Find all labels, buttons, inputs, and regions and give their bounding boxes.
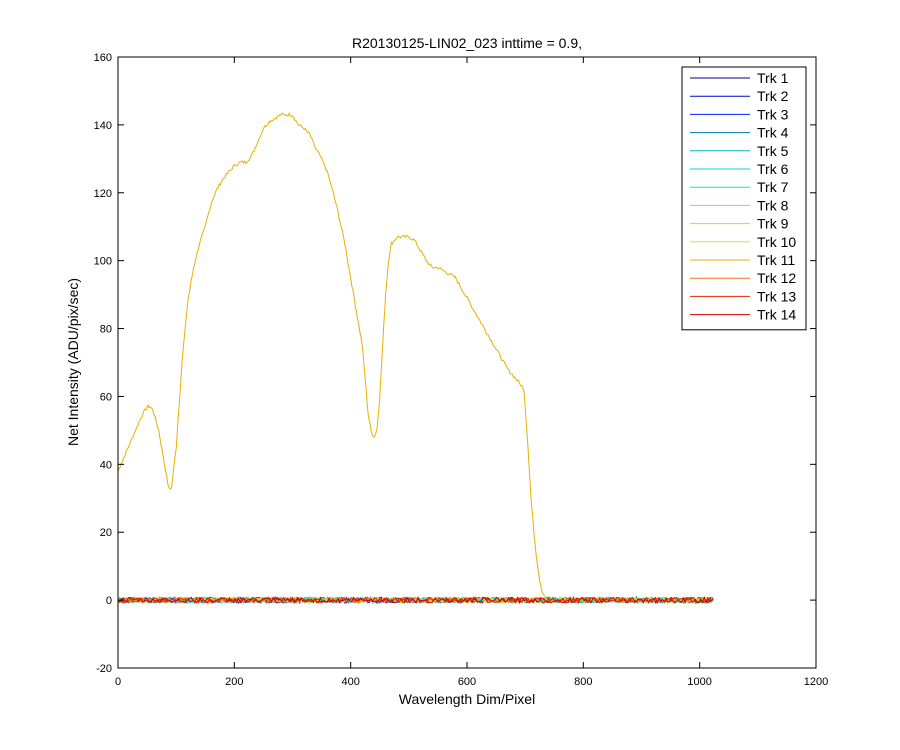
y-tick-label: 100: [94, 256, 112, 268]
x-tick-label: 0: [115, 676, 121, 688]
legend-label: Trk 6: [757, 161, 789, 177]
legend-label: Trk 11: [757, 252, 795, 268]
legend-label: Trk 1: [757, 70, 789, 86]
legend-label: Trk 7: [757, 179, 789, 195]
legend-label: Trk 12: [757, 270, 796, 286]
y-axis-label: Net Intensity (ADU/pix/sec): [65, 278, 81, 446]
legend-label: Trk 2: [757, 88, 789, 104]
legend-label: Trk 10: [757, 234, 796, 250]
legend-label: Trk 4: [757, 125, 789, 141]
x-axis: 0 200 400 600 800 1000 1200: [115, 57, 828, 688]
y-tick-label: 120: [94, 188, 112, 200]
x-tick-label: 400: [341, 676, 359, 688]
legend-label: Trk 13: [757, 288, 796, 304]
y-tick-label: 60: [100, 391, 112, 403]
chart-title: R20130125-LIN02_023 inttime = 0.9,: [352, 35, 582, 51]
legend-label: Trk 9: [757, 216, 789, 232]
x-tick-label: 1000: [687, 676, 711, 688]
y-tick-label: 80: [100, 324, 112, 336]
y-tick-label: 0: [106, 595, 112, 607]
y-axis: -20 0 20 40 60 80 100 120 140 160: [94, 52, 816, 675]
y-tick-label: 40: [100, 459, 112, 471]
legend-box: [681, 66, 807, 331]
x-tick-label: 200: [225, 676, 243, 688]
legend-label: Trk 8: [757, 197, 789, 213]
legend-label: Trk 5: [757, 143, 789, 159]
y-tick-label: -20: [96, 663, 112, 675]
series-line-trk-14: [117, 596, 714, 605]
series-layer: [117, 112, 714, 605]
legend: Trk 1 Trk 2 Trk 3 Trk 4 Trk 5 Trk 6 Trk 7 Trk 8…: [681, 66, 807, 331]
x-tick-label: 800: [574, 676, 592, 688]
y-tick-label: 20: [100, 527, 112, 539]
x-tick-label: 600: [458, 676, 476, 688]
y-tick-label: 160: [94, 52, 112, 64]
legend-label: Trk 14: [757, 307, 796, 323]
y-tick-label: 140: [94, 120, 112, 132]
x-axis-label: Wavelength Dim/Pixel: [399, 691, 535, 707]
x-tick-label: 1200: [804, 676, 828, 688]
legend-label: Trk 3: [757, 106, 789, 122]
